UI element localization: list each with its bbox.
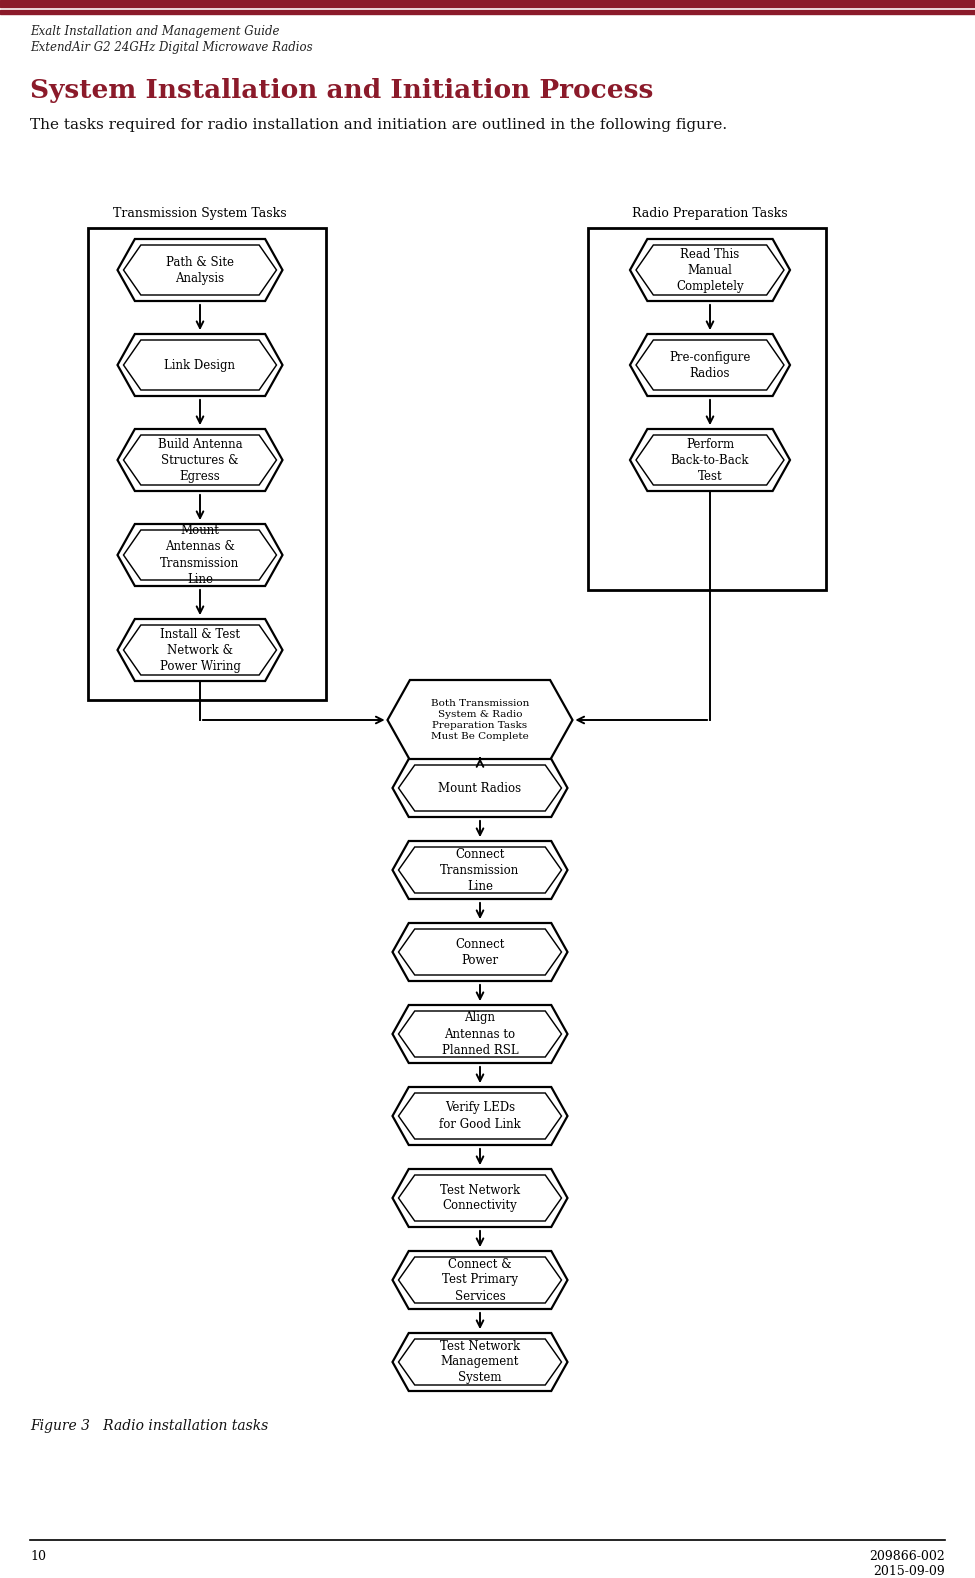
Text: Connect
Power: Connect Power: [455, 937, 505, 966]
Text: Perform
Back-to-Back
Test: Perform Back-to-Back Test: [671, 437, 749, 483]
Polygon shape: [124, 530, 277, 581]
Bar: [0, 0, 975, 6]
Polygon shape: [393, 923, 567, 982]
Text: Path & Site
Analysis: Path & Site Analysis: [166, 256, 234, 284]
Text: Connect
Transmission
Line: Connect Transmission Line: [441, 847, 520, 893]
Text: Mount
Antennas &
Transmission
Line: Mount Antennas & Transmission Line: [160, 524, 240, 585]
Text: Figure 3   Radio installation tasks: Figure 3 Radio installation tasks: [30, 1419, 268, 1433]
Polygon shape: [393, 841, 567, 899]
Text: Verify LEDs
for Good Link: Verify LEDs for Good Link: [439, 1101, 521, 1130]
Polygon shape: [118, 619, 283, 682]
Text: Link Design: Link Design: [165, 358, 236, 371]
Polygon shape: [636, 436, 784, 484]
Text: 209866-002: 209866-002: [870, 1550, 945, 1562]
Polygon shape: [393, 1005, 567, 1064]
Text: Exalt Installation and Management Guide: Exalt Installation and Management Guide: [30, 25, 280, 38]
Polygon shape: [399, 847, 562, 893]
Text: Pre-configure
Radios: Pre-configure Radios: [669, 350, 751, 379]
Text: The tasks required for radio installation and initiation are outlined in the fol: The tasks required for radio installatio…: [30, 118, 727, 133]
Polygon shape: [399, 929, 562, 975]
Text: Align
Antennas to
Planned RSL: Align Antennas to Planned RSL: [442, 1011, 519, 1057]
Polygon shape: [118, 238, 283, 301]
Text: 10: 10: [30, 1550, 46, 1562]
Polygon shape: [399, 765, 562, 811]
Polygon shape: [118, 429, 283, 491]
Polygon shape: [118, 524, 283, 585]
Text: Radio Preparation Tasks: Radio Preparation Tasks: [632, 207, 788, 219]
Text: Mount Radios: Mount Radios: [439, 781, 522, 794]
Text: Install & Test
Network &
Power Wiring: Install & Test Network & Power Wiring: [160, 628, 241, 672]
Polygon shape: [630, 335, 790, 396]
Text: System Installation and Initiation Process: System Installation and Initiation Proce…: [30, 77, 653, 103]
Polygon shape: [399, 1011, 562, 1057]
Polygon shape: [393, 1087, 567, 1146]
Polygon shape: [124, 245, 277, 295]
Text: Build Antenna
Structures &
Egress: Build Antenna Structures & Egress: [158, 437, 243, 483]
Polygon shape: [636, 245, 784, 295]
Polygon shape: [636, 339, 784, 390]
Polygon shape: [399, 1340, 562, 1385]
Polygon shape: [399, 1176, 562, 1221]
Polygon shape: [630, 238, 790, 301]
Polygon shape: [124, 339, 277, 390]
Polygon shape: [124, 436, 277, 484]
Text: Connect &
Test Primary
Services: Connect & Test Primary Services: [442, 1258, 518, 1302]
Bar: [88, 227, 326, 701]
Polygon shape: [399, 1094, 562, 1139]
Polygon shape: [118, 335, 283, 396]
Polygon shape: [393, 1251, 567, 1310]
Text: Read This
Manual
Completely: Read This Manual Completely: [677, 248, 744, 292]
Polygon shape: [124, 625, 277, 675]
Polygon shape: [399, 1258, 562, 1303]
Text: Test Network
Connectivity: Test Network Connectivity: [440, 1184, 520, 1212]
Text: Transmission System Tasks: Transmission System Tasks: [113, 207, 287, 219]
Polygon shape: [393, 1169, 567, 1228]
Polygon shape: [387, 680, 572, 761]
Polygon shape: [393, 1333, 567, 1390]
Bar: [0, 9, 975, 14]
Text: Both Transmission
System & Radio
Preparation Tasks
Must Be Complete: Both Transmission System & Radio Prepara…: [431, 699, 529, 742]
Bar: [588, 227, 826, 590]
Text: Test Network
Management
System: Test Network Management System: [440, 1340, 520, 1384]
Text: 2015-09-09: 2015-09-09: [874, 1565, 945, 1578]
Text: ExtendAir G2 24GHz Digital Microwave Radios: ExtendAir G2 24GHz Digital Microwave Rad…: [30, 41, 313, 54]
Polygon shape: [630, 429, 790, 491]
Polygon shape: [393, 759, 567, 817]
